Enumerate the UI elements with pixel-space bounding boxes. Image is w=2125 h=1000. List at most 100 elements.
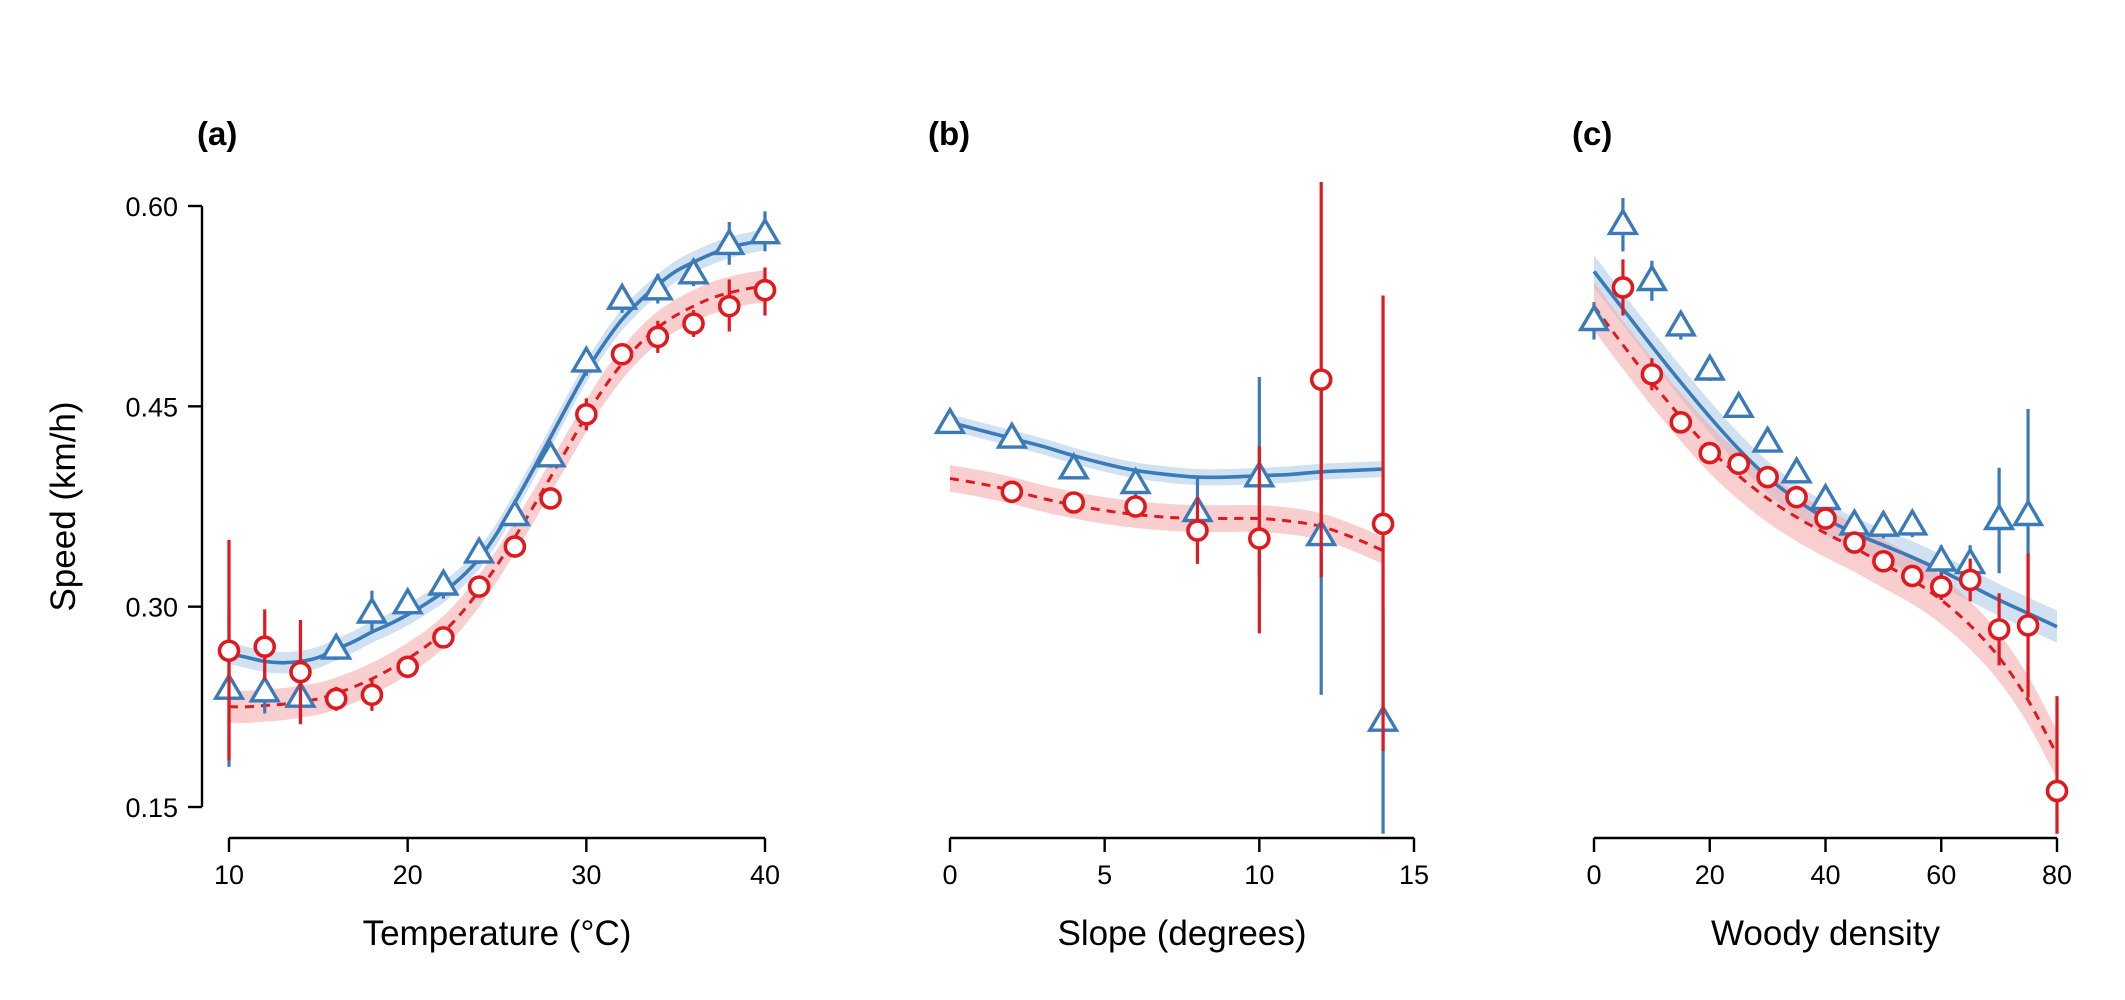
x-tick-label: 10 (1244, 860, 1274, 890)
blue-triangle-point (1606, 207, 1640, 236)
red-circle-point (1698, 441, 1722, 465)
blue-triangle-point (570, 344, 603, 373)
x-axis-title: Woody density (1711, 914, 1940, 953)
red-circle-point (1640, 362, 1664, 386)
blue-triangle-point (1693, 352, 1726, 381)
blue-triangle-point (933, 406, 967, 435)
x-axis-title: Slope (degrees) (1057, 914, 1306, 953)
red-circle-point (610, 342, 634, 366)
blue-triangle-point (355, 595, 389, 624)
red-circle-point (1901, 564, 1924, 588)
red-circle-point (1611, 276, 1635, 299)
panel-label: (a) (197, 115, 237, 152)
blue-triangle-point (427, 567, 460, 596)
blue-triangle-point (1780, 455, 1813, 484)
red-circle-point (360, 683, 384, 707)
blue-confidence-band (1594, 255, 2057, 643)
blue-fit-line (228, 237, 766, 665)
red-circle-point (682, 312, 705, 335)
blue-triangle-point (677, 256, 710, 285)
red-circle-point (539, 487, 562, 510)
y-tick-label: 0.15 (125, 793, 178, 823)
blue-triangle-point (995, 421, 1029, 449)
x-tick-label: 20 (1695, 860, 1725, 890)
red-fit-line (228, 284, 766, 709)
red-circle-point (1124, 495, 1147, 518)
blue-confidence-band (950, 414, 1384, 486)
red-circle-point (1062, 491, 1086, 514)
blue-triangle-point (2011, 498, 2045, 527)
y-axis-title: Speed (km/h) (44, 401, 83, 611)
x-tick-label: 30 (571, 860, 601, 890)
red-circle-point (1785, 485, 1808, 509)
red-circle-point (1843, 531, 1866, 554)
x-tick-label: 5 (1097, 860, 1112, 890)
x-tick-label: 40 (1810, 860, 1840, 890)
x-tick-label: 60 (1926, 860, 1956, 890)
red-circle-point (467, 575, 491, 598)
blue-triangle-point (713, 227, 746, 256)
red-fit-line (1592, 305, 2059, 756)
red-confidence-band (1594, 282, 2057, 779)
x-tick-label: 15 (1399, 860, 1429, 890)
red-circle-point (575, 403, 598, 426)
blue-triangle-point (391, 586, 424, 615)
panel-label: (b) (928, 115, 970, 152)
blue-triangle-point (248, 674, 281, 703)
red-circle-point (1958, 568, 1982, 592)
y-tick-label: 0.60 (125, 192, 178, 222)
panel-label: (c) (1572, 115, 1612, 152)
blue-triangle-point (1722, 390, 1755, 418)
red-circle-point (753, 278, 777, 302)
x-tick-label: 0 (942, 860, 957, 890)
red-circle-point (324, 687, 348, 711)
red-circle-point (1987, 618, 2011, 641)
x-tick-label: 20 (393, 860, 423, 890)
blue-triangle-point (1664, 308, 1698, 337)
blue-triangle-point (1896, 507, 1929, 536)
blue-triangle-point (1982, 502, 2016, 531)
panel-1: (a) 10 20 30 40 Temperature (°C) 0.15 0.30 0.45 0… (44, 115, 782, 953)
blue-triangle-point (1635, 263, 1669, 292)
y-tick-label: 0.30 (125, 593, 178, 623)
panel-3: (c) 0 20 40 60 80 Woody density (1572, 115, 2072, 953)
blue-triangle-point (1751, 425, 1784, 453)
blue-triangle-point (462, 535, 496, 564)
x-tick-label: 10 (214, 860, 244, 890)
red-circle-point (1186, 519, 1209, 542)
red-circle-point (289, 660, 312, 684)
red-circle-point (2045, 779, 2069, 803)
red-circle-point (253, 635, 277, 659)
blue-fit-line (1592, 270, 2058, 629)
red-circle-point (1929, 575, 1953, 598)
red-circle-point (646, 325, 670, 349)
red-circle-point (396, 655, 419, 679)
blue-triangle-point (1925, 543, 1958, 572)
red-circle-point (1727, 452, 1750, 476)
blue-triangle-point (498, 498, 532, 527)
blue-triangle-point (748, 216, 782, 245)
red-circle-point (1000, 480, 1024, 504)
red-circle-point (2016, 614, 2040, 637)
red-circle-point (432, 626, 455, 649)
red-circle-point (717, 294, 741, 318)
red-circle-point (217, 639, 241, 663)
blue-triangle-point (1057, 451, 1090, 480)
panel-2: (b) 0 5 10 15 Slope (degrees) (928, 115, 1429, 953)
x-tick-label: 0 (1586, 860, 1601, 890)
blue-triangle-point (1119, 466, 1152, 495)
blue-triangle-point (605, 282, 639, 310)
y-tick-label: 0.45 (125, 392, 178, 422)
red-circle-point (1872, 549, 1895, 573)
blue-triangle-point (534, 439, 567, 468)
red-circle-point (1248, 527, 1271, 550)
blue-triangle-point (1867, 509, 1900, 537)
red-circle-point (1756, 465, 1779, 489)
red-circle-point (1371, 512, 1395, 536)
blue-triangle-point (1577, 303, 1611, 332)
red-circle-point (1669, 411, 1693, 434)
red-circle-point (1814, 507, 1837, 530)
x-tick-label: 80 (2042, 860, 2072, 890)
x-axis-title: Temperature (°C) (363, 914, 632, 953)
